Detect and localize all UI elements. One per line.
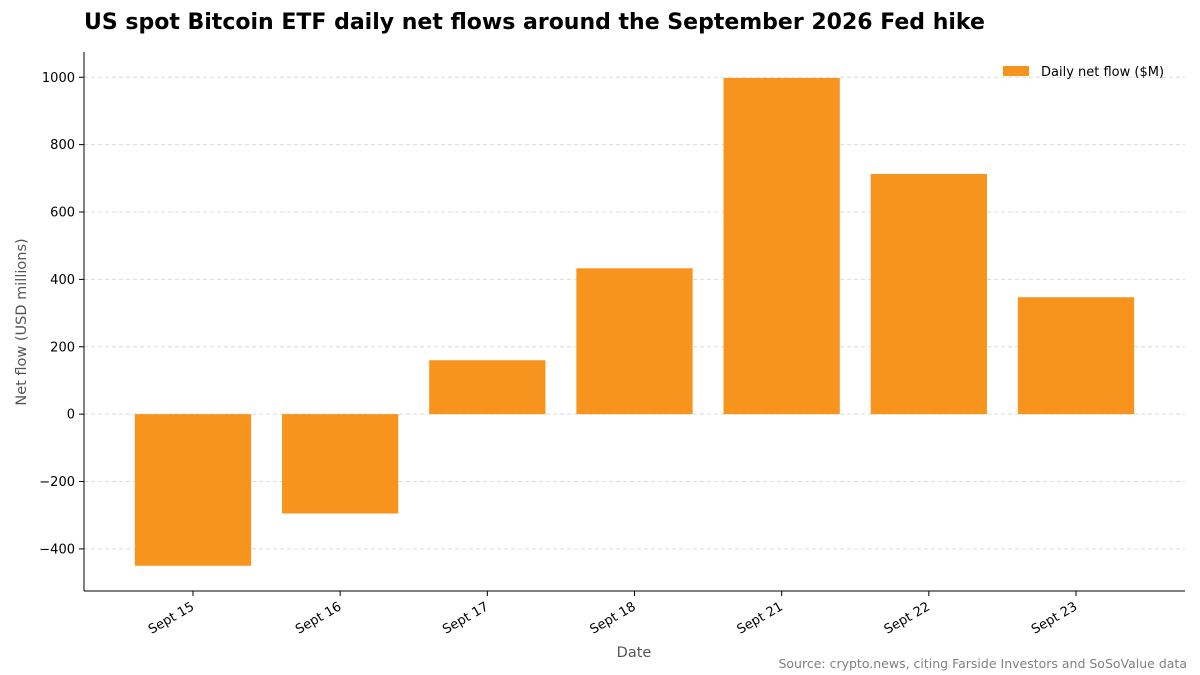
x-tick-label: Sept 23 <box>1029 599 1080 637</box>
legend-swatch <box>1003 66 1029 76</box>
bar <box>1017 297 1135 415</box>
y-axis-title: Net flow (USD millions) <box>14 238 30 405</box>
y-ticks: −400 −200 0 200 400 600 800 1000 <box>39 71 84 557</box>
y-tick-label: 1000 <box>42 71 75 86</box>
y-tick-label: 0 <box>67 408 75 423</box>
bar <box>429 360 546 415</box>
bar <box>134 414 252 566</box>
x-tick-label: Sept 18 <box>587 599 638 637</box>
legend-label: Daily net flow ($M) <box>1041 65 1164 80</box>
y-tick-label: 800 <box>50 138 75 153</box>
chart-title: US spot Bitcoin ETF daily net flows arou… <box>84 10 985 35</box>
bar <box>870 173 987 415</box>
legend: Daily net flow ($M) <box>1003 65 1164 80</box>
y-tick-label: −400 <box>39 542 75 557</box>
x-tick-label: Sept 15 <box>146 599 197 637</box>
bar <box>576 268 693 415</box>
x-axis-title: Date <box>617 645 652 661</box>
gridlines <box>84 76 1185 550</box>
x-tick-label: Sept 17 <box>440 599 491 637</box>
bar <box>723 77 840 415</box>
y-tick-label: −200 <box>39 475 75 490</box>
y-tick-label: 600 <box>50 206 75 221</box>
y-tick-label: 400 <box>50 273 75 288</box>
x-tick-label: Sept 16 <box>293 599 344 637</box>
bar <box>282 414 399 514</box>
x-ticks: Sept 15 Sept 16 Sept 17 Sept 18 Sept 21 Sept … <box>146 591 1080 638</box>
bars <box>134 77 1135 566</box>
y-tick-label: 200 <box>50 340 75 355</box>
x-tick-label: Sept 21 <box>735 599 786 637</box>
source-note: Source: crypto.news, citing Farside Inve… <box>778 656 1187 671</box>
x-tick-label: Sept 22 <box>882 599 933 637</box>
